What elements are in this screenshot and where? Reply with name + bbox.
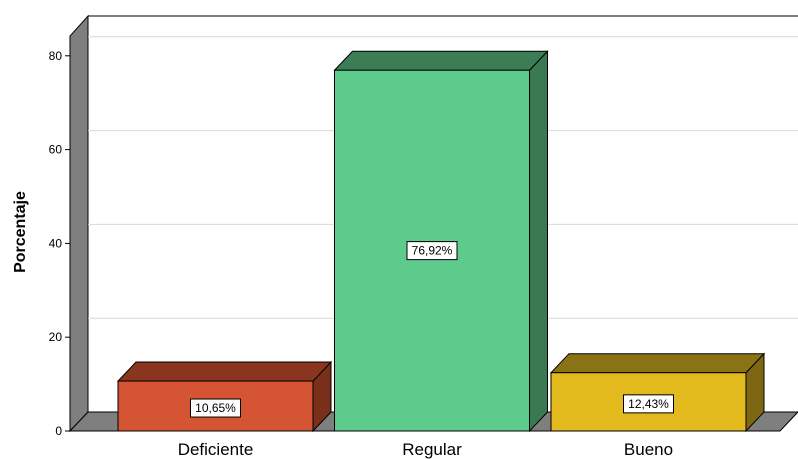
bar-top [116, 361, 333, 382]
y-axis-ticks: 0 20 40 60 80 [49, 49, 70, 438]
category-label: Bueno [624, 440, 673, 459]
category-label: Deficiente [178, 440, 254, 459]
bar-bueno: 12,43% [549, 352, 766, 433]
y-tick-label: 80 [49, 49, 63, 63]
data-label: 10,65% [195, 401, 236, 415]
y-tick-label: 20 [49, 330, 63, 344]
y-axis-label: Porcentaje [12, 191, 29, 273]
y-tick-label: 0 [55, 424, 62, 438]
category-label: Regular [402, 440, 462, 459]
data-label: 12,43% [628, 397, 669, 411]
y-tick-label: 40 [49, 236, 63, 250]
bar-deficiente: 10,65% [116, 360, 333, 433]
data-label-box [623, 394, 674, 414]
bar-regular: 76,92% [333, 49, 549, 433]
data-label: 76,92% [412, 244, 453, 258]
bar-top [333, 50, 549, 71]
left-wall [69, 14, 89, 433]
x-axis-categories: Deficiente Regular Bueno [178, 440, 673, 459]
bar-top [549, 353, 766, 374]
data-label-box [190, 398, 241, 418]
y-tick-label: 60 [49, 143, 63, 157]
bars: 10,65% 76,92% 12,43% [116, 49, 766, 433]
bar-side [529, 49, 548, 433]
data-label-box [406, 241, 458, 261]
